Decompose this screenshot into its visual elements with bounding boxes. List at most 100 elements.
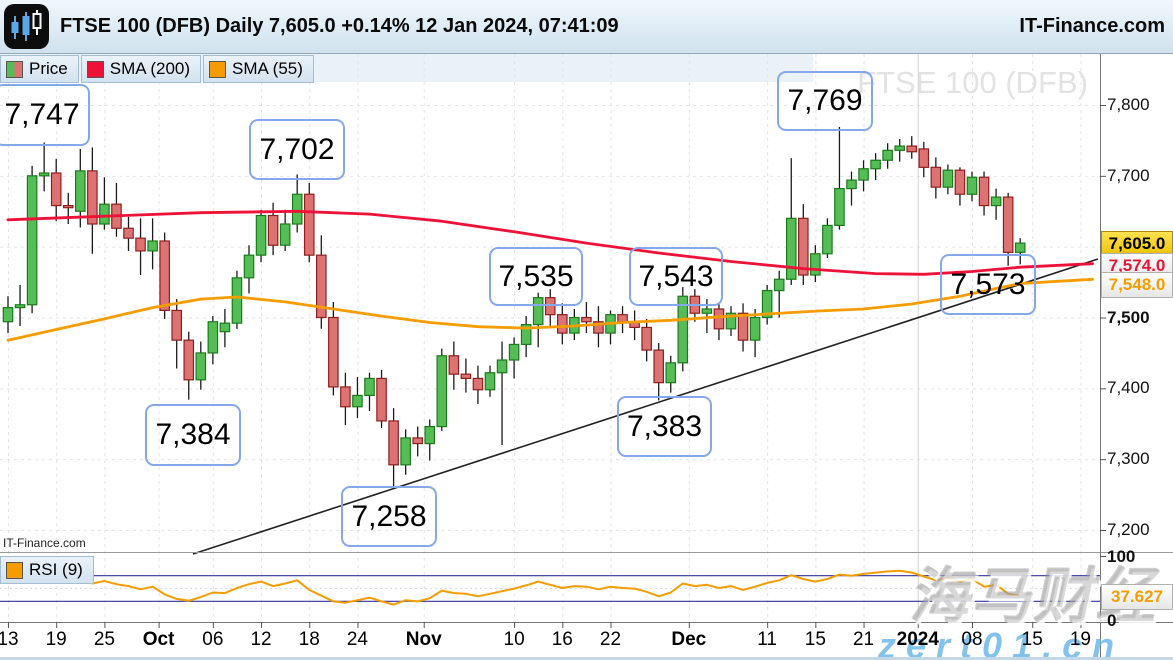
- site-small-label: IT-Finance.com: [3, 536, 86, 550]
- x-axis-tick-label: 15: [804, 629, 826, 650]
- x-axis-tick-label: 15: [1021, 629, 1043, 650]
- candle: [556, 314, 568, 334]
- x-axis-tick-label: 13: [0, 629, 19, 650]
- x-axis-tick-label: 10: [503, 629, 525, 650]
- candle: [147, 240, 158, 252]
- candle: [773, 278, 785, 292]
- price-callout[interactable]: 7,535: [489, 247, 583, 306]
- candle: [171, 309, 182, 341]
- candle: [376, 377, 387, 422]
- x-axis-tick-label: 12: [250, 629, 272, 650]
- price-callout[interactable]: 7,573: [940, 254, 1036, 315]
- candle: [388, 420, 399, 466]
- candle: [918, 148, 930, 168]
- candle: [123, 227, 134, 239]
- sma200-swatch-icon: [86, 60, 104, 78]
- legend-rsi-label: RSI (9): [29, 560, 83, 579]
- candle: [942, 169, 954, 188]
- candle: [400, 437, 411, 466]
- candle: [978, 176, 990, 207]
- candle: [785, 217, 797, 280]
- candle: [436, 355, 448, 428]
- candle: [472, 377, 484, 391]
- brand-label: IT-Finance.com: [1019, 15, 1165, 37]
- candle: [496, 359, 508, 374]
- legend-sma200-label: SMA (200): [109, 59, 191, 78]
- candle: [340, 386, 351, 408]
- candle: [243, 254, 255, 279]
- candle: [761, 289, 773, 319]
- x-axis-tick-label: 22: [599, 629, 622, 650]
- candle: [279, 223, 291, 246]
- candle: [677, 295, 689, 364]
- legend-item-rsi[interactable]: RSI (9): [0, 556, 94, 584]
- candle: [328, 316, 339, 388]
- candle: [74, 170, 86, 212]
- price-callout[interactable]: 7,747: [0, 84, 90, 146]
- candle: [749, 316, 761, 341]
- candle: [484, 372, 496, 391]
- x-axis-tick-label: 18: [298, 629, 320, 650]
- legend-item-sma55[interactable]: SMA (55): [203, 55, 314, 83]
- candle: [1002, 196, 1014, 253]
- candle: [14, 304, 26, 309]
- candle: [846, 179, 857, 190]
- rsi-axis-label: 100: [1107, 547, 1136, 566]
- last-price-badge: 7,605.0: [1101, 231, 1173, 258]
- legend-item-sma200[interactable]: SMA (200): [80, 55, 202, 83]
- candle: [653, 349, 664, 384]
- legend-sma55-label: SMA (55): [232, 59, 303, 78]
- sma200-line: [6, 209, 1094, 276]
- price-axis-label: 7,400: [1107, 378, 1150, 398]
- rsi-line: [7, 569, 1021, 606]
- x-axis-tick-label: Nov: [405, 629, 442, 650]
- candle: [713, 308, 725, 330]
- x-axis-tick-label: 11: [757, 629, 778, 650]
- price-callout[interactable]: 7,543: [629, 247, 723, 306]
- candle: [990, 196, 1002, 207]
- candle: [617, 314, 628, 323]
- candle: [50, 172, 62, 207]
- legend-item-price[interactable]: Price: [0, 55, 79, 83]
- x-axis-tick-label: 19: [1069, 629, 1092, 650]
- price-axis-label: 7,800: [1107, 95, 1150, 114]
- candle: [207, 321, 219, 354]
- price-callout[interactable]: 7,258: [341, 486, 437, 547]
- candle: [930, 166, 942, 188]
- rsi-axis-label: 0: [1107, 611, 1117, 630]
- candle: [195, 352, 207, 381]
- url-watermark: zert01.cn: [878, 625, 1125, 660]
- x-axis-tick-label: Dec: [671, 629, 707, 650]
- candle: [822, 224, 833, 255]
- price-axis-label: 7,300: [1107, 449, 1150, 469]
- price-axis-label: 7,500: [1107, 307, 1150, 327]
- x-axis-tick-label: 25: [93, 629, 115, 650]
- x-axis-tick-label: 21: [852, 629, 875, 650]
- candle: [737, 312, 749, 341]
- candle: [906, 145, 918, 153]
- candle: [303, 193, 315, 256]
- candle: [26, 175, 38, 306]
- candle: [665, 362, 677, 384]
- candle: [352, 394, 363, 408]
- candle: [364, 377, 375, 397]
- candle: [412, 437, 423, 445]
- price-callout[interactable]: 7,383: [617, 396, 712, 457]
- candle: [701, 308, 713, 314]
- legend-price-label: Price: [29, 59, 68, 78]
- price-callout[interactable]: 7,702: [249, 119, 345, 180]
- candlestick-logo-icon: [4, 4, 49, 49]
- candle: [424, 425, 436, 445]
- candle: [183, 339, 195, 381]
- candle: [966, 176, 978, 195]
- candle: [834, 187, 845, 227]
- price-callout[interactable]: 7,769: [777, 71, 873, 131]
- sma55-value-badge: 7,548.0: [1101, 271, 1173, 298]
- candle: [291, 193, 303, 225]
- candle: [520, 323, 532, 346]
- price-callout[interactable]: 7,384: [145, 404, 241, 466]
- candle: [316, 254, 327, 319]
- candle: [231, 277, 243, 324]
